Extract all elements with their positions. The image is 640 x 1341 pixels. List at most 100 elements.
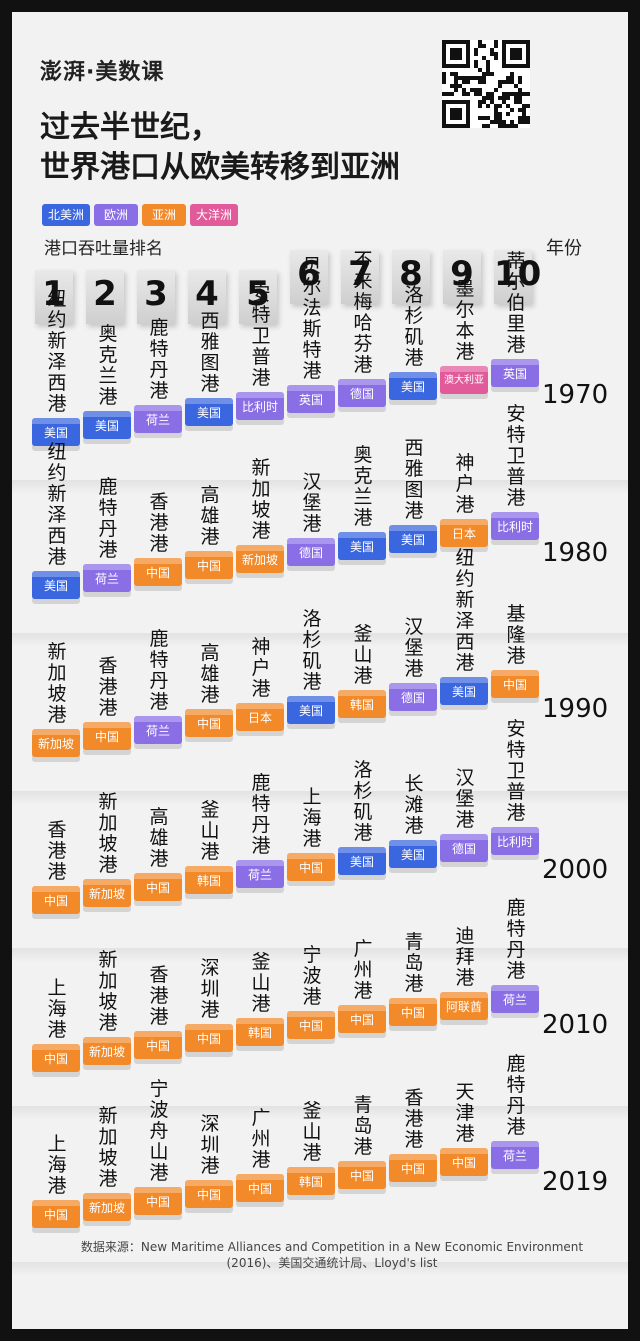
country-label: 中国	[145, 881, 170, 895]
country-box: 美国	[389, 840, 437, 868]
country-label: 韩国	[298, 1175, 323, 1189]
port-name: 新加坡港	[47, 641, 67, 726]
port-name: 洛杉矶港	[353, 759, 373, 844]
country-label: 中国	[502, 678, 527, 692]
port-name: 深圳港	[200, 1113, 220, 1177]
country-label: 新加坡	[88, 887, 125, 901]
country-box: 德国	[440, 834, 488, 862]
country-box: 新加坡	[83, 879, 131, 907]
rank-number: 6	[297, 254, 321, 294]
row-floor-band	[12, 1106, 628, 1120]
country-box: 韩国	[236, 1018, 284, 1046]
country-label: 中国	[349, 1169, 374, 1183]
country-label: 英国	[298, 393, 323, 407]
country-label: 美国	[451, 685, 476, 699]
port-name: 纽约新泽西港	[47, 441, 67, 568]
port-name: 香港港	[149, 491, 169, 555]
rank-1: 1	[35, 270, 73, 324]
country-label: 韩国	[247, 1026, 272, 1040]
rank-block	[35, 270, 73, 324]
country-box: 中国	[491, 670, 539, 698]
port-name: 安特卫普港	[506, 718, 526, 824]
country-box: 中国	[287, 853, 335, 881]
country-box: 中国	[134, 1031, 182, 1059]
country-box: 中国	[134, 873, 182, 901]
legend-europe: 欧洲	[94, 204, 138, 226]
country-label: 中国	[43, 1208, 68, 1222]
country-box: 美国	[389, 372, 437, 400]
port-name: 汉堡港	[455, 767, 475, 831]
port-name: 香港港	[98, 655, 118, 719]
port-name: 鹿特丹港	[506, 1053, 526, 1138]
row-floor-band	[12, 948, 628, 962]
country-box: 美国	[338, 532, 386, 560]
port-name: 长滩港	[404, 773, 424, 837]
country-label: 美国	[400, 533, 425, 547]
country-label: 荷兰	[145, 724, 170, 738]
rank-6: 6	[290, 250, 328, 304]
country-box: 中国	[389, 998, 437, 1026]
country-label: 中国	[298, 861, 323, 875]
country-box: 中国	[185, 709, 233, 737]
qr-code	[442, 40, 530, 128]
port-name: 天津港	[455, 1081, 475, 1145]
legend-north-america: 北美洲	[42, 204, 90, 226]
row-floor-band	[12, 633, 628, 647]
country-label: 中国	[196, 1188, 221, 1202]
country-box: 新加坡	[83, 1037, 131, 1065]
page-title-line-2: 世界港口从欧美转移到亚洲	[40, 150, 400, 185]
country-box: 新加坡	[32, 729, 80, 757]
rank-number: 10	[494, 254, 542, 294]
port-name: 神户港	[455, 452, 475, 516]
year-label: 1970	[542, 380, 609, 410]
port-name: 鹿特丹港	[251, 772, 271, 857]
country-box: 比利时	[236, 392, 284, 420]
rank-3: 3	[137, 270, 175, 324]
country-box: 荷兰	[134, 405, 182, 433]
country-box: 新加坡	[83, 1193, 131, 1221]
country-box: 美国	[83, 411, 131, 439]
rank-block	[137, 270, 175, 324]
country-label: 韩国	[196, 874, 221, 888]
country-label: 美国	[94, 419, 119, 433]
port-name: 新加坡港	[98, 1105, 118, 1190]
country-box: 日本	[236, 703, 284, 731]
year-label: 2000	[542, 855, 609, 885]
country-label: 中国	[145, 1195, 170, 1209]
port-name: 高雄港	[200, 484, 220, 548]
country-box: 中国	[389, 1154, 437, 1182]
country-box: 美国	[32, 418, 80, 446]
country-box: 中国	[440, 1148, 488, 1176]
port-name: 奥克兰港	[98, 323, 118, 408]
port-name: 香港港	[404, 1087, 424, 1151]
rank-number: 7	[348, 254, 372, 294]
country-label: 中国	[196, 1032, 221, 1046]
port-name: 安特卫普港	[506, 403, 526, 509]
port-name: 釜山港	[251, 951, 271, 1015]
row-floor-band	[12, 480, 628, 494]
country-label: 美国	[43, 426, 68, 440]
country-label: 荷兰	[502, 1149, 527, 1163]
country-box: 荷兰	[236, 860, 284, 888]
rank-number: 1	[42, 274, 66, 314]
country-label: 美国	[349, 540, 374, 554]
country-label: 美国	[400, 380, 425, 394]
rank-block	[290, 250, 328, 304]
country-label: 阿联酋	[445, 1000, 482, 1014]
year-axis-heading: 年份	[546, 238, 582, 259]
port-name: 香港港	[149, 964, 169, 1028]
country-box: 美国	[338, 847, 386, 875]
country-label: 德国	[400, 691, 425, 705]
country-box: 澳大利亚	[440, 366, 488, 394]
country-box: 荷兰	[83, 564, 131, 592]
country-label: 中国	[298, 1019, 323, 1033]
year-label: 2010	[542, 1010, 609, 1040]
country-box: 新加坡	[236, 545, 284, 573]
country-label: 英国	[502, 367, 527, 381]
port-name: 纽约新泽西港	[47, 288, 67, 415]
port-name: 宁波舟山港	[149, 1078, 169, 1184]
legend-label: 欧洲	[103, 208, 128, 222]
year-label: 1990	[542, 694, 609, 724]
country-label: 中国	[400, 1006, 425, 1020]
country-label: 日本	[247, 711, 272, 725]
